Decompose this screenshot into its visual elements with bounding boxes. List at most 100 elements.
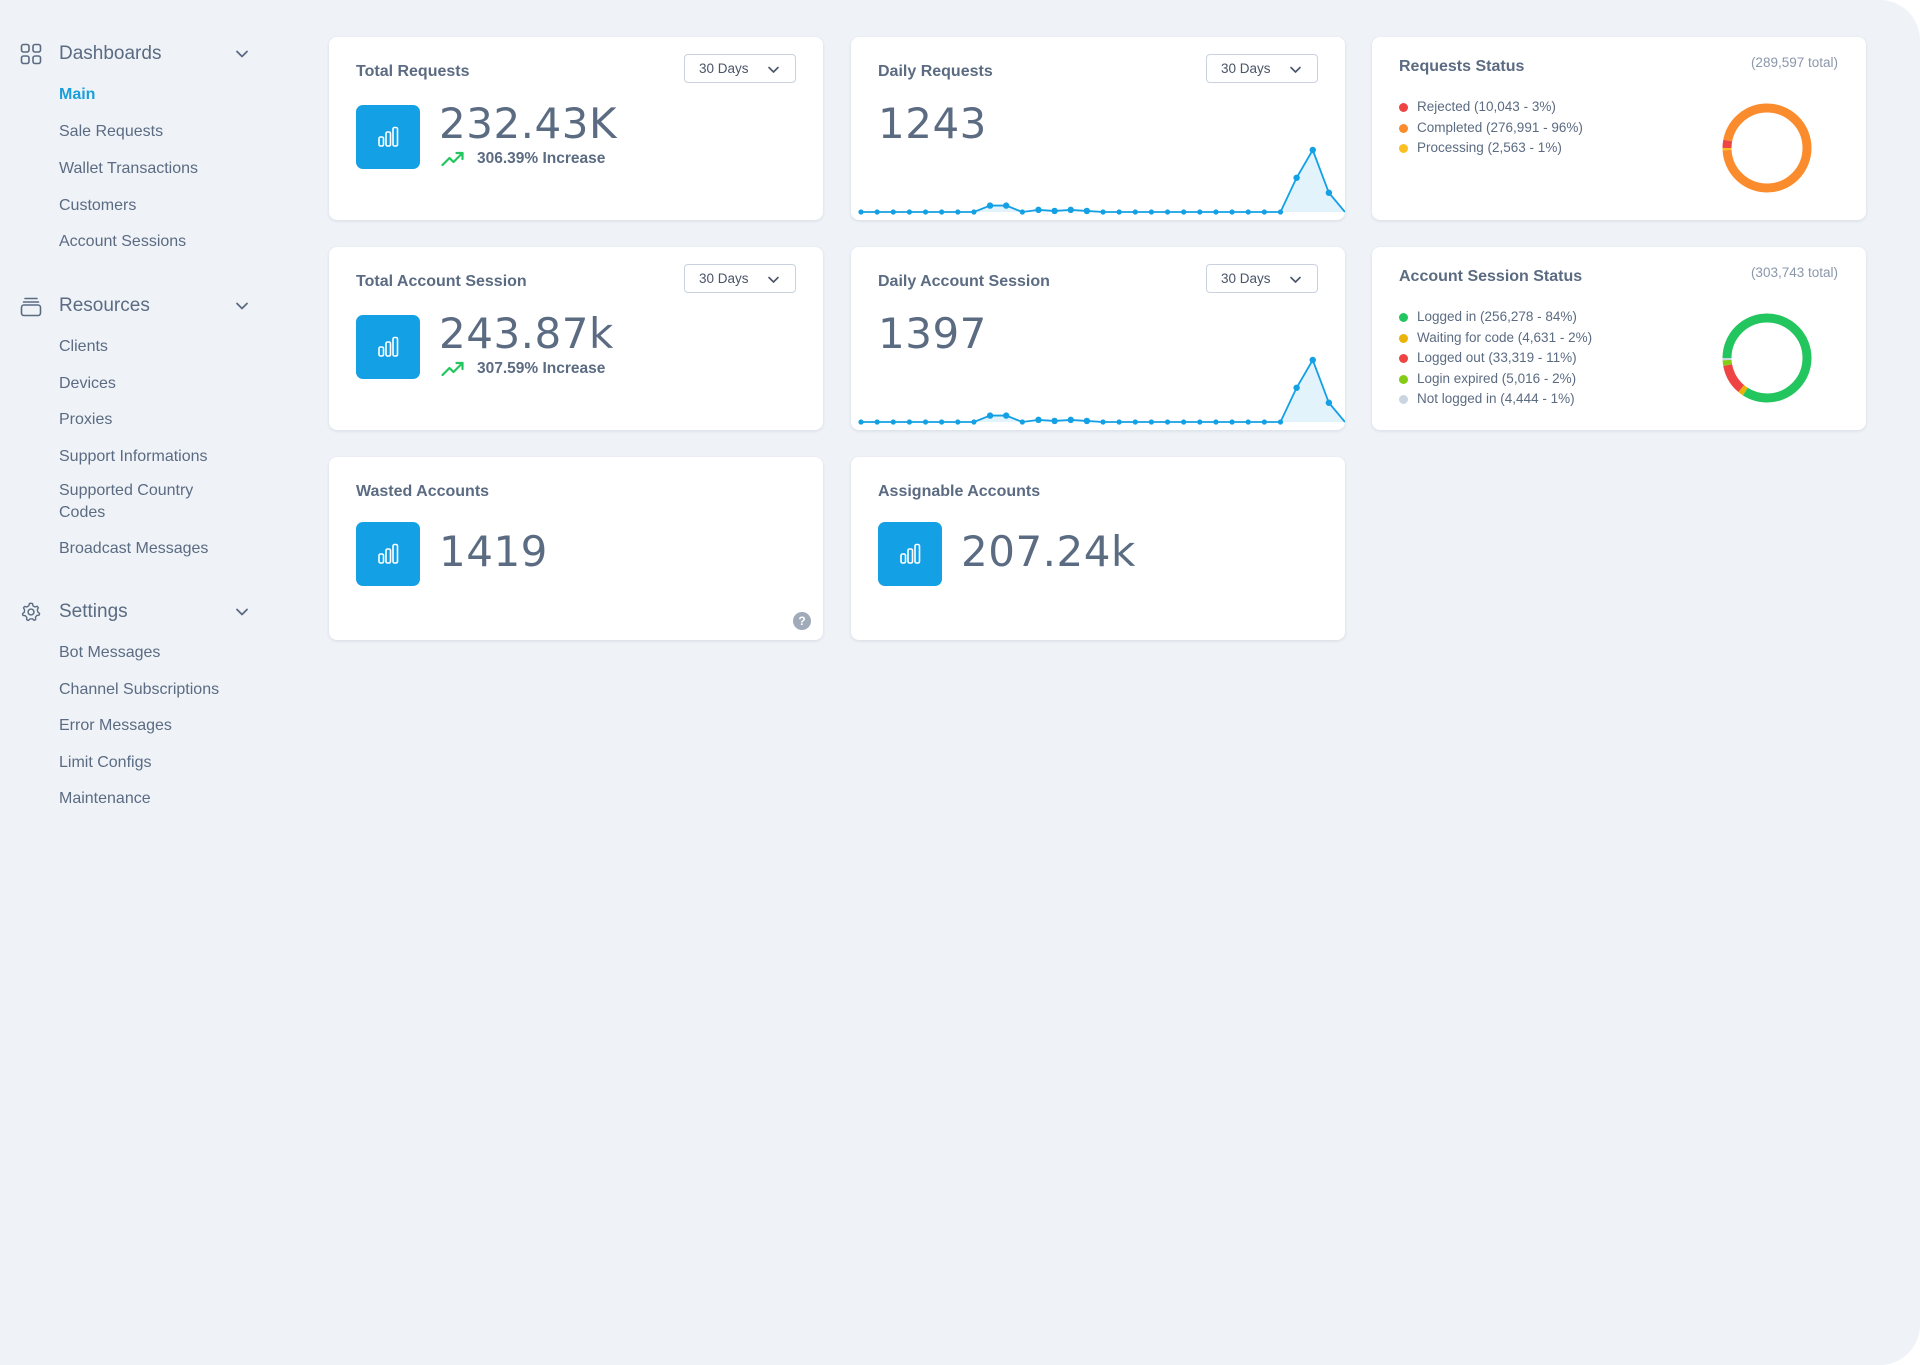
legend-dot [1399, 144, 1408, 154]
trend-indicator: 306.39% Increase [441, 150, 605, 168]
bar-chart-icon [356, 105, 420, 169]
donut-slice [1722, 313, 1812, 403]
sparkline-point [1309, 146, 1316, 154]
range-select[interactable]: 30 Days [1206, 264, 1318, 293]
sparkline-point [1164, 209, 1171, 215]
sidebar-item-sale-requests[interactable]: Sale Requests [59, 123, 164, 140]
sparkline-line [861, 147, 1345, 213]
sparkline-point [874, 209, 880, 215]
sidebar-item-customers[interactable]: Customers [59, 197, 137, 214]
sidebar-item-clients[interactable]: Clients [59, 338, 108, 355]
bar-chart-icon [878, 522, 942, 586]
bar-chart-icon [356, 522, 420, 586]
sparkline-point [874, 419, 880, 425]
sparkline-point [1325, 189, 1333, 196]
sparkline-point [1293, 174, 1300, 181]
legend-dot [1399, 395, 1408, 405]
total-count: (303,743 total) [1750, 265, 1838, 280]
sidebar-item-error-messages[interactable]: Error Messages [59, 717, 172, 734]
sparkline-point [1181, 209, 1187, 215]
sparkline-point [986, 412, 994, 419]
nav-group-header-settings[interactable]: Settings [0, 597, 270, 627]
legend-item: Completed (276,991 - 96%) [1399, 118, 1583, 139]
card-assignable-accounts: Assignable Accounts 207.24k [851, 457, 1345, 640]
range-select[interactable]: 30 Days [684, 264, 796, 293]
legend-item: Logged out (33,319 - 11%) [1399, 348, 1592, 369]
sparkline-point [1019, 209, 1025, 215]
sparkline-point [1277, 209, 1284, 215]
legend-dot [1399, 354, 1408, 364]
sparkline-point [1213, 209, 1219, 215]
sparkline-point [1132, 419, 1138, 425]
sparkline-point [906, 419, 912, 425]
sidebar-item-proxies[interactable]: Proxies [59, 411, 113, 428]
donut-chart [1722, 313, 1812, 403]
card-requests-status: Requests Status (289,597 total) Rejected… [1372, 37, 1866, 220]
legend-dot [1399, 374, 1408, 384]
chevron-down-icon[interactable] [234, 298, 250, 314]
chevron-down-icon[interactable] [234, 604, 250, 620]
legend-label: Waiting for code (4,631 - 2%) [1417, 329, 1593, 345]
sparkline-point [1197, 419, 1203, 425]
sidebar-item-limit-configs[interactable]: Limit Configs [59, 754, 152, 771]
nav-group-settings: Settings [0, 597, 270, 627]
sidebar-item-devices[interactable]: Devices [59, 375, 116, 392]
sidebar-item-main[interactable]: Main [59, 86, 96, 103]
nav-group-header-resources[interactable]: Resources [0, 291, 270, 321]
sparkline-point [1197, 209, 1203, 215]
nav-group-label: Settings [59, 601, 128, 622]
sparkline-point [1100, 419, 1106, 425]
sidebar-item-channel-subscriptions[interactable]: Channel Subscriptions [59, 681, 220, 698]
sparkline-point [1116, 419, 1122, 425]
nav-group-label: Resources [59, 295, 150, 316]
sidebar-item-support-informations[interactable]: Support Informations [59, 448, 208, 465]
help-icon[interactable]: ? [793, 612, 811, 630]
chevron-down-icon [768, 276, 779, 283]
stat-value: 243.87k [439, 309, 614, 358]
sparkline-point [939, 209, 945, 215]
sparkline-chart [858, 146, 1345, 215]
range-select[interactable]: 30 Days [1206, 54, 1318, 83]
chevron-down-icon[interactable] [234, 46, 250, 62]
sparkline-point [1325, 399, 1333, 406]
sidebar-item-bot-messages[interactable]: Bot Messages [59, 644, 161, 661]
sparkline-point [939, 419, 945, 425]
nav-group-header-dashboards[interactable]: Dashboards [0, 39, 270, 69]
sparkline-point [922, 419, 929, 425]
sparkline-point [1035, 416, 1042, 424]
card-wasted-accounts: Wasted Accounts 1419 ? [329, 457, 823, 640]
legend-label: Login expired (5,016 - 2%) [1417, 370, 1577, 386]
sparkline-area [861, 150, 1345, 212]
donut-slice [1722, 103, 1812, 193]
stat-value: 1397 [878, 309, 987, 358]
chevron-down-icon [1290, 66, 1301, 73]
range-select-value: 30 Days [1221, 61, 1271, 76]
sparkline-point [1148, 209, 1154, 215]
legend-item: Login expired (5,016 - 2%) [1399, 369, 1592, 390]
sparkline-point [1245, 209, 1251, 215]
sparkline-point [858, 419, 864, 425]
card-total-requests: Total Requests 30 Days 232.43K 306.39% I… [329, 37, 823, 220]
nav-group-label: Dashboards [59, 43, 162, 64]
sidebar-item-wallet-transactions[interactable]: Wallet Transactions [59, 160, 199, 177]
bar-chart-icon [356, 315, 420, 379]
sparkline-point [1051, 207, 1058, 215]
sparkline-point [1164, 419, 1171, 425]
legend-item: Processing (2,563 - 1%) [1399, 138, 1583, 159]
chevron-down-icon [1290, 276, 1301, 283]
range-select[interactable]: 30 Days [684, 54, 796, 83]
card-title: Assignable Accounts [878, 483, 1041, 500]
trending-up-icon [441, 361, 464, 377]
sidebar-item-maintenance[interactable]: Maintenance [59, 790, 151, 807]
sidebar-item-supported-country-codes[interactable]: Supported Country Codes [59, 482, 194, 521]
gear-icon [21, 602, 41, 622]
card-title: Total Account Session [356, 273, 527, 290]
sparkline-point [1309, 356, 1316, 364]
sidebar-item-account-sessions[interactable]: Account Sessions [59, 233, 187, 250]
legend-item: Waiting for code (4,631 - 2%) [1399, 328, 1592, 349]
sparkline-point [955, 419, 961, 425]
legend-dot [1399, 313, 1408, 322]
sidebar-item-broadcast-messages[interactable]: Broadcast Messages [59, 540, 209, 557]
legend-label: Logged out (33,319 - 11%) [1417, 350, 1577, 366]
